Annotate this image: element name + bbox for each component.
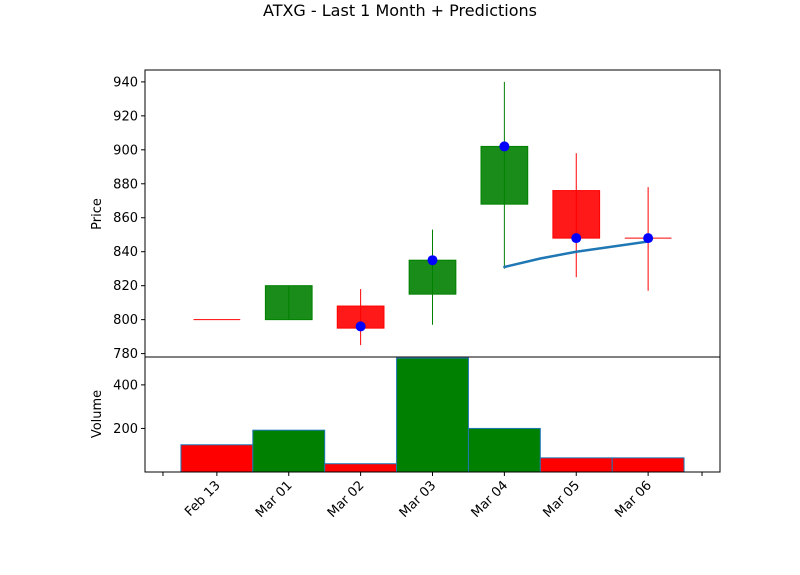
price-tick-label: 800 [113,313,138,328]
prediction-line [503,240,650,269]
volume-bar [467,427,541,473]
price-tick-label: 880 [113,177,138,192]
candle-body [264,285,313,321]
price-tick-label: 780 [113,347,138,362]
x-tick-label: Mar 05 [541,478,584,521]
x-tick-label: Feb 13 [182,478,224,520]
price-tick-label: 820 [113,279,138,294]
volume-axis-label: Volume [90,390,105,438]
volume-bar [611,457,685,473]
prediction-marker [427,255,438,266]
prediction-marker [571,233,582,244]
x-tick-label: Mar 04 [469,478,512,521]
price-tick-label: 840 [113,245,138,260]
price-tick-label: 940 [113,75,138,90]
price-axis-label: Price [90,198,105,230]
prediction-marker [643,233,654,244]
prediction-marker [355,321,366,332]
volume-bar [539,457,613,473]
x-tick-label: Mar 01 [253,478,296,521]
x-tick-label: Mar 06 [612,478,655,521]
volume-bar [396,357,469,473]
price-tick-label: 860 [113,211,138,226]
chart-title: ATXG - Last 1 Month + Predictions [263,1,537,20]
prediction-marker [499,141,510,152]
volume-tick-label: 200 [113,422,138,437]
volume-bar [180,444,254,473]
price-tick-label: 920 [113,109,138,124]
x-tick-label: Mar 03 [397,478,440,521]
price-tick-label: 900 [113,143,138,158]
x-tick-label: Mar 02 [325,478,368,521]
volume-panel: 200 400 Feb 13 Mar 01 Mar 02 Mar 03 Mar 04 Mar … [113,356,721,521]
candle-body [480,145,529,205]
volume-tick-label: 400 [113,378,138,393]
candle-body [408,259,457,295]
volume-bar [252,429,326,473]
price-panel: 780 800 820 840 860 880 900 920 940 [113,69,721,362]
candle-body [552,190,601,239]
volume-bar [324,463,398,473]
